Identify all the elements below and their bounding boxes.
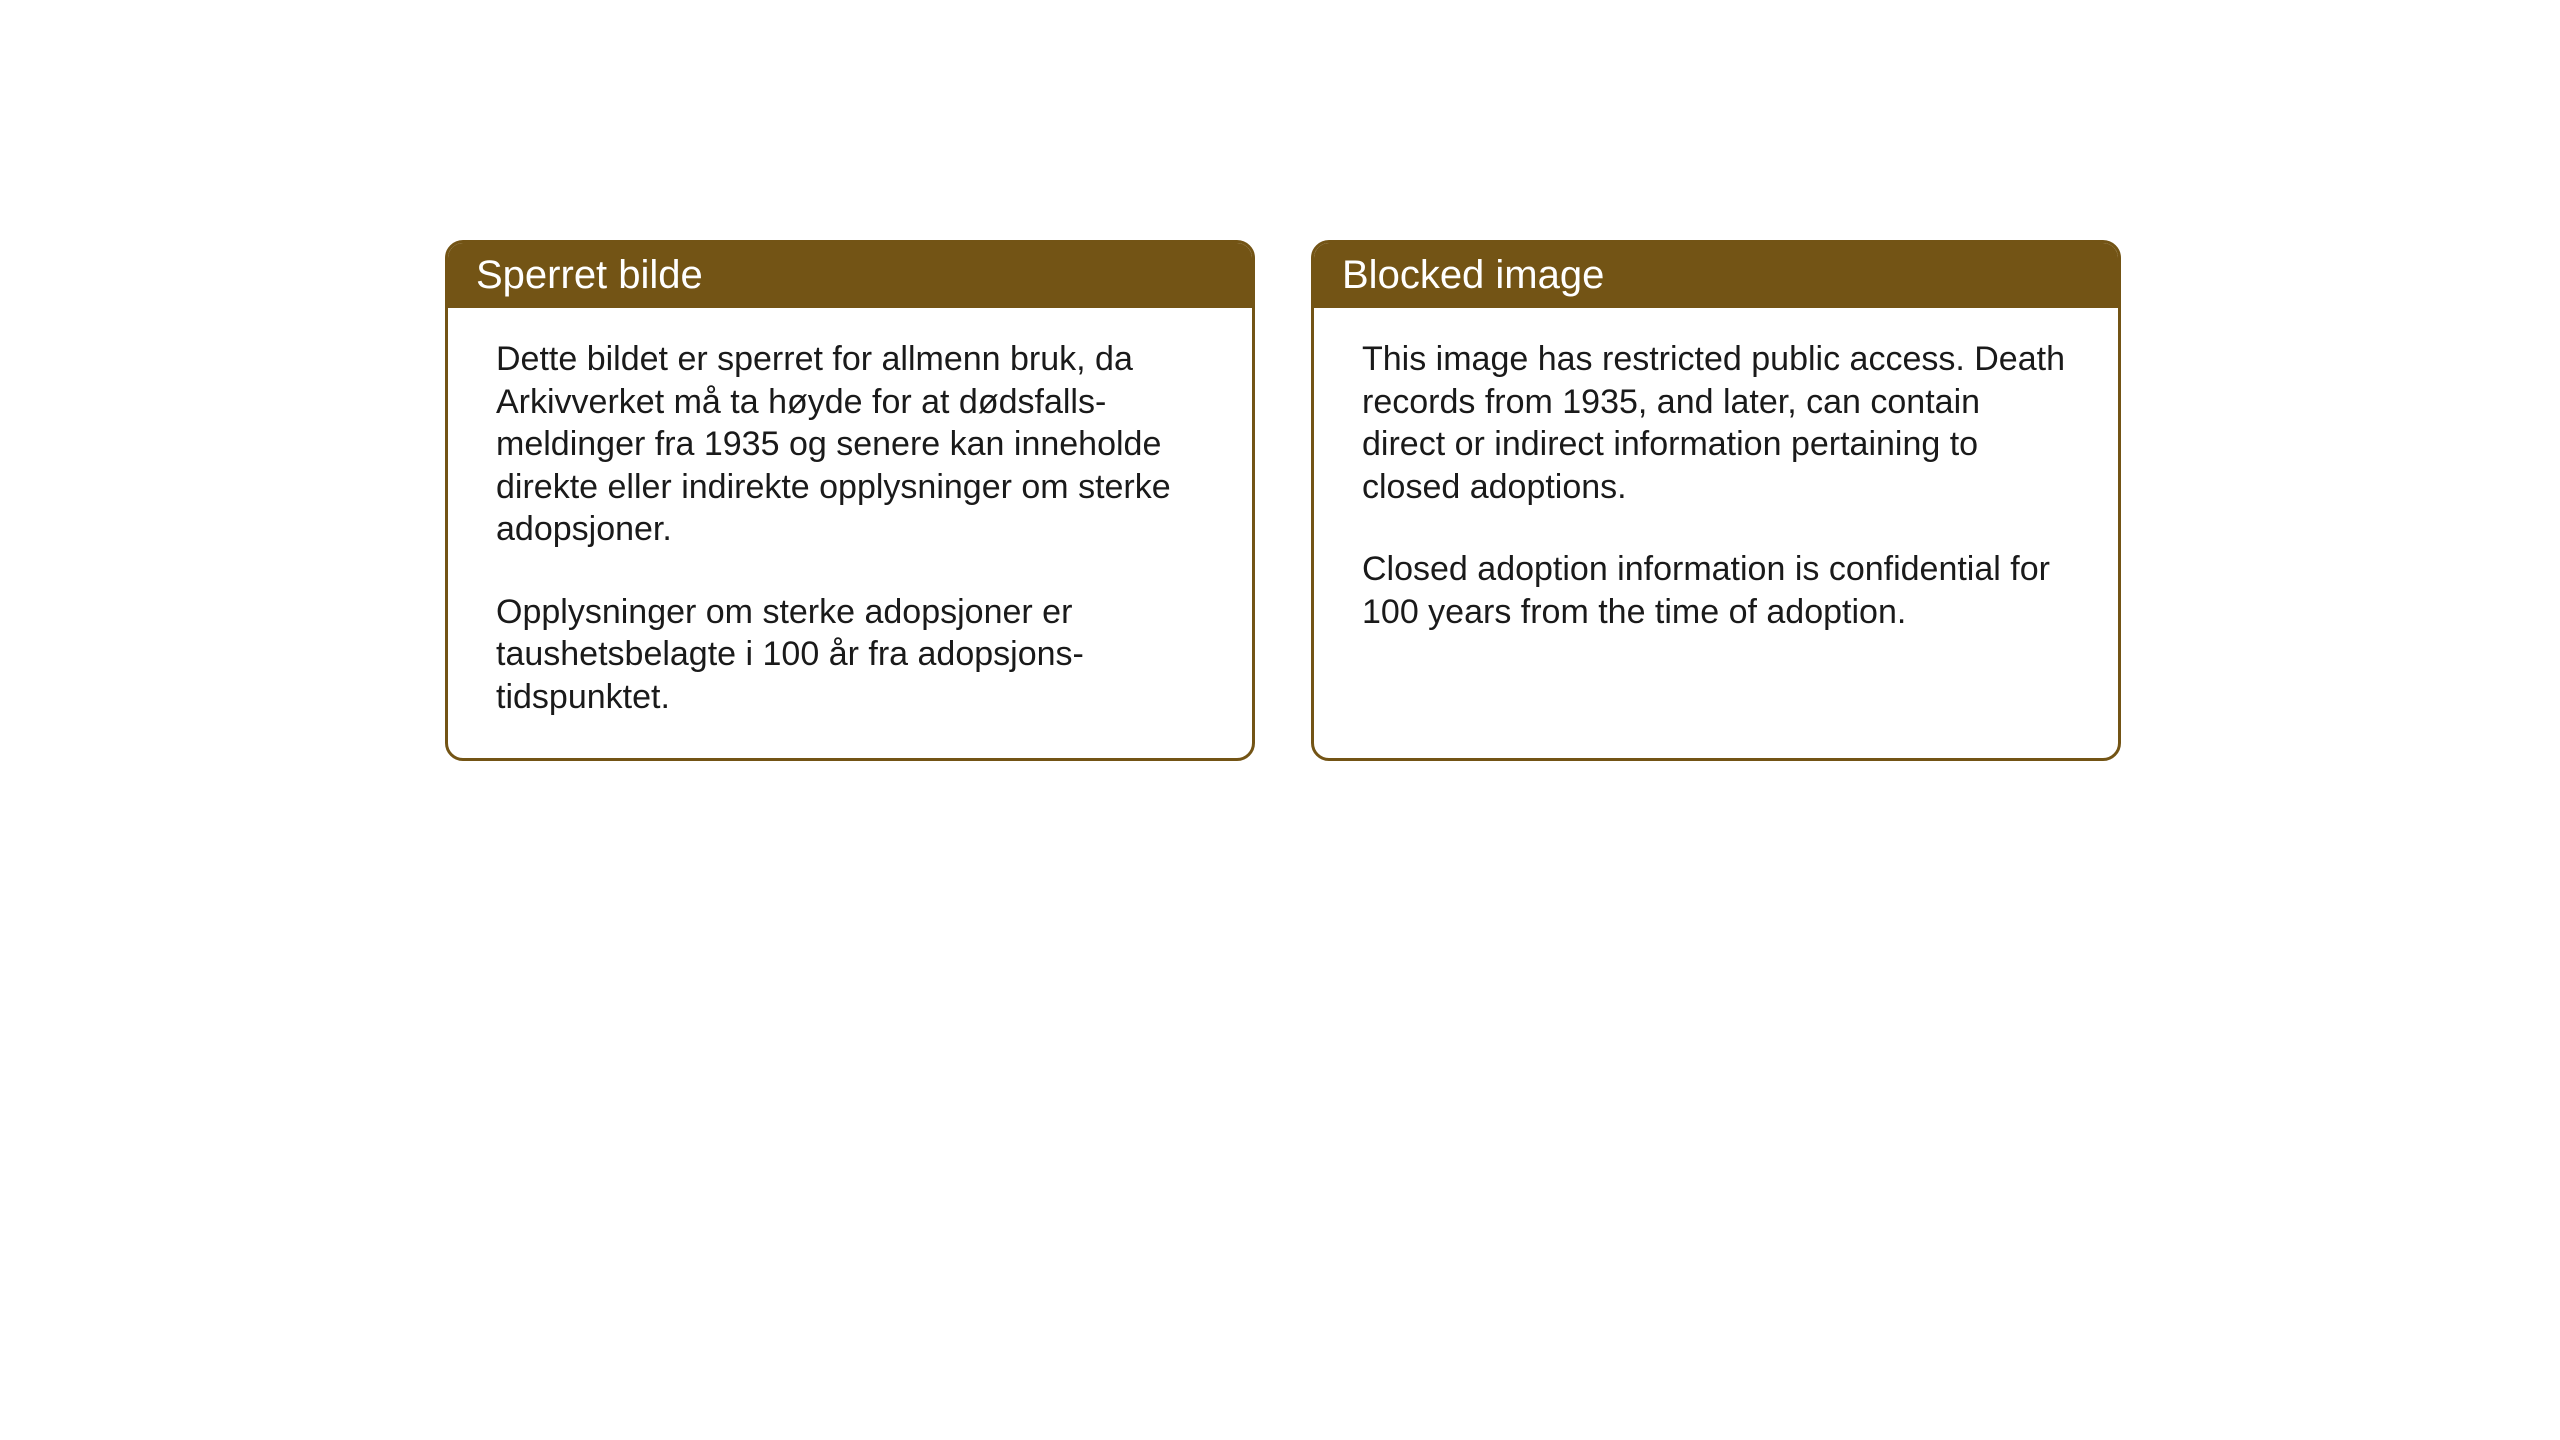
card-title-english: Blocked image xyxy=(1342,253,1604,297)
card-body-english: This image has restricted public access.… xyxy=(1314,308,2118,748)
card-paragraph-1-english: This image has restricted public access.… xyxy=(1362,338,2070,508)
cards-container: Sperret bilde Dette bildet er sperret fo… xyxy=(445,240,2121,761)
card-norwegian: Sperret bilde Dette bildet er sperret fo… xyxy=(445,240,1255,761)
card-paragraph-2-norwegian: Opplysninger om sterke adopsjoner er tau… xyxy=(496,591,1204,719)
card-english: Blocked image This image has restricted … xyxy=(1311,240,2121,761)
card-header-norwegian: Sperret bilde xyxy=(448,243,1252,308)
card-header-english: Blocked image xyxy=(1314,243,2118,308)
card-paragraph-1-norwegian: Dette bildet er sperret for allmenn bruk… xyxy=(496,338,1204,551)
card-paragraph-2-english: Closed adoption information is confident… xyxy=(1362,548,2070,633)
card-body-norwegian: Dette bildet er sperret for allmenn bruk… xyxy=(448,308,1252,758)
card-title-norwegian: Sperret bilde xyxy=(476,253,703,297)
